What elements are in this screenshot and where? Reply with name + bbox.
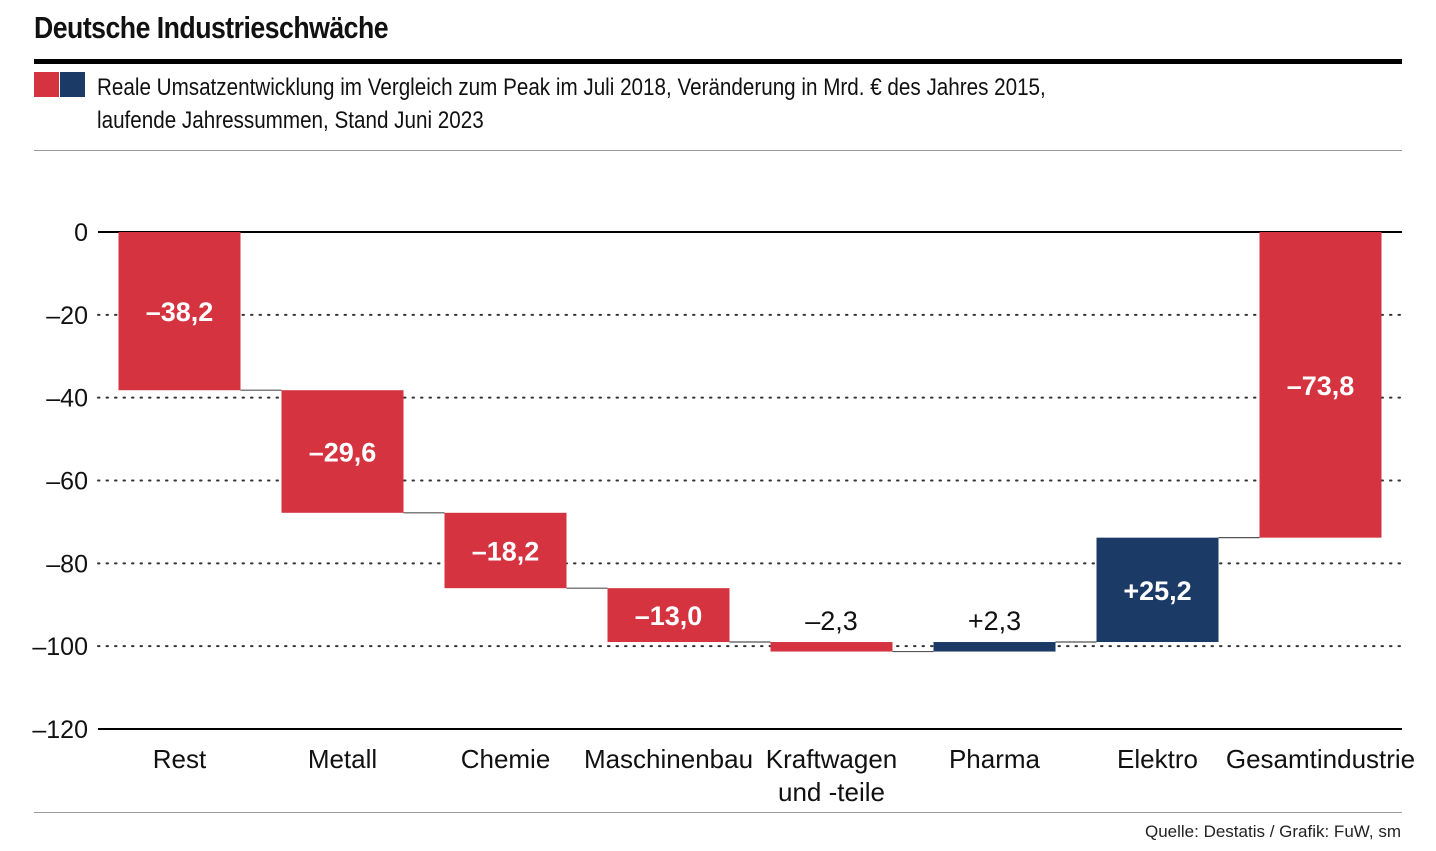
x-category-label: und -teile [778, 777, 885, 807]
x-category-label: Pharma [949, 744, 1041, 774]
x-category-label: Elektro [1117, 744, 1198, 774]
data-label: –29,6 [309, 438, 377, 468]
bar-2 [281, 390, 404, 513]
chart-subtitle: Reale Umsatzentwicklung im Vergleich zum… [97, 71, 1046, 137]
y-tick-label: –60 [46, 468, 88, 496]
bar-7 [1096, 537, 1219, 643]
y-tick-label: 0 [74, 219, 88, 247]
y-tick-label: –40 [46, 385, 88, 413]
legend-swatch-positive [60, 72, 85, 97]
x-category-label: Kraftwagen [766, 744, 898, 774]
data-label: –73,8 [1287, 371, 1355, 401]
data-label: –38,2 [146, 297, 214, 327]
footer-divider [34, 812, 1402, 813]
bar-6 [933, 642, 1056, 652]
x-category-label: Metall [308, 744, 377, 774]
y-tick-label: –120 [32, 716, 88, 744]
subtitle-line-2: laufende Jahressummen, Stand Juni 2023 [97, 107, 484, 134]
y-tick-label: –20 [46, 302, 88, 330]
title-rule [34, 59, 1402, 64]
x-category-label: Gesamtindustrie [1226, 744, 1415, 774]
data-label: –2,3 [805, 606, 858, 636]
bar-8 [1259, 232, 1382, 538]
bar-3 [444, 512, 567, 589]
chart-title: Deutsche Industrieschwäche [34, 10, 389, 45]
data-label: +25,2 [1123, 576, 1191, 606]
header-divider [34, 150, 1402, 151]
data-label: –13,0 [635, 601, 703, 631]
data-label: +2,3 [968, 606, 1021, 636]
subtitle-line-1: Reale Umsatzentwicklung im Vergleich zum… [97, 74, 1046, 101]
source-note: Quelle: Destatis / Grafik: FuW, sm [1144, 822, 1401, 841]
data-label: –18,2 [472, 536, 540, 566]
x-category-label: Chemie [461, 744, 551, 774]
legend-swatch-negative [34, 72, 59, 97]
bar-4 [607, 588, 730, 643]
bar-1 [118, 232, 241, 391]
y-tick-label: –80 [46, 550, 88, 578]
y-tick-label: –100 [32, 633, 88, 661]
x-category-label: Maschinenbau [584, 744, 753, 774]
x-category-label: Rest [153, 744, 207, 774]
bar-5 [770, 642, 893, 652]
